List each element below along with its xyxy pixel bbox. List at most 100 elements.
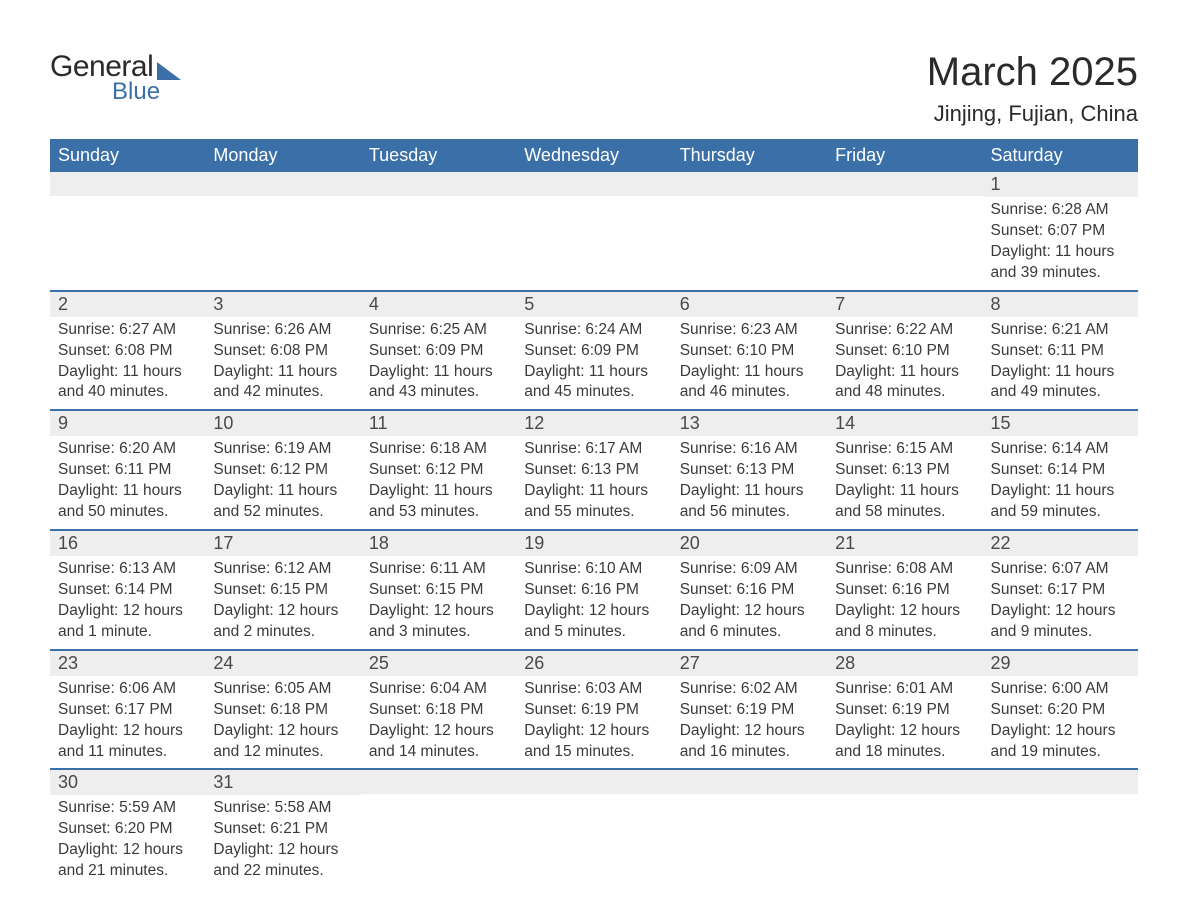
calendar-day-cell [361,769,516,888]
calendar-day-cell: 1Sunrise: 6:28 AMSunset: 6:07 PMDaylight… [983,172,1138,291]
sunrise-text: Sunrise: 6:02 AM [680,679,819,700]
day-number [516,770,671,794]
day-number: 2 [50,292,205,317]
day-number: 18 [361,531,516,556]
day-body [827,196,982,256]
day-body: Sunrise: 6:18 AMSunset: 6:12 PMDaylight:… [361,436,516,529]
brand-word-2: Blue [112,78,160,106]
calendar-day-cell: 14Sunrise: 6:15 AMSunset: 6:13 PMDayligh… [827,410,982,530]
sunrise-text: Sunrise: 6:03 AM [524,679,663,700]
daylight-text: Daylight: 12 hours and 8 minutes. [835,601,974,643]
day-number: 23 [50,651,205,676]
calendar-day-cell [516,172,671,291]
sunset-text: Sunset: 6:16 PM [835,580,974,601]
weekday-header: Friday [827,139,982,172]
day-number: 22 [983,531,1138,556]
daylight-text: Daylight: 12 hours and 14 minutes. [369,721,508,763]
brand-triangle-icon [157,62,181,80]
calendar-week-row: 1Sunrise: 6:28 AMSunset: 6:07 PMDaylight… [50,172,1138,291]
calendar-day-cell: 25Sunrise: 6:04 AMSunset: 6:18 PMDayligh… [361,650,516,770]
daylight-text: Daylight: 12 hours and 22 minutes. [213,840,352,882]
day-body: Sunrise: 6:22 AMSunset: 6:10 PMDaylight:… [827,317,982,410]
day-body: Sunrise: 6:07 AMSunset: 6:17 PMDaylight:… [983,556,1138,649]
sunrise-text: Sunrise: 5:59 AM [58,798,197,819]
calendar-day-cell: 10Sunrise: 6:19 AMSunset: 6:12 PMDayligh… [205,410,360,530]
day-body [516,794,671,854]
daylight-text: Daylight: 11 hours and 40 minutes. [58,362,197,404]
day-number: 24 [205,651,360,676]
calendar-week-row: 16Sunrise: 6:13 AMSunset: 6:14 PMDayligh… [50,530,1138,650]
day-body [205,196,360,256]
daylight-text: Daylight: 11 hours and 49 minutes. [991,362,1130,404]
calendar-day-cell [827,172,982,291]
day-body: Sunrise: 6:26 AMSunset: 6:08 PMDaylight:… [205,317,360,410]
calendar-table: SundayMondayTuesdayWednesdayThursdayFrid… [50,139,1138,888]
daylight-text: Daylight: 11 hours and 58 minutes. [835,481,974,523]
calendar-day-cell [516,769,671,888]
sunset-text: Sunset: 6:12 PM [213,460,352,481]
day-number [983,770,1138,794]
daylight-text: Daylight: 11 hours and 42 minutes. [213,362,352,404]
daylight-text: Daylight: 11 hours and 43 minutes. [369,362,508,404]
day-body: Sunrise: 5:59 AMSunset: 6:20 PMDaylight:… [50,795,205,888]
day-number: 7 [827,292,982,317]
day-number: 6 [672,292,827,317]
day-number [827,770,982,794]
calendar-day-cell [672,769,827,888]
day-number: 30 [50,770,205,795]
day-number: 28 [827,651,982,676]
daylight-text: Daylight: 11 hours and 52 minutes. [213,481,352,523]
sunrise-text: Sunrise: 6:25 AM [369,320,508,341]
sunrise-text: Sunrise: 6:17 AM [524,439,663,460]
day-number: 26 [516,651,671,676]
calendar-day-cell: 18Sunrise: 6:11 AMSunset: 6:15 PMDayligh… [361,530,516,650]
sunrise-text: Sunrise: 6:00 AM [991,679,1130,700]
calendar-day-cell [205,172,360,291]
sunrise-text: Sunrise: 6:13 AM [58,559,197,580]
day-number: 8 [983,292,1138,317]
sunrise-text: Sunrise: 6:01 AM [835,679,974,700]
calendar-day-cell: 26Sunrise: 6:03 AMSunset: 6:19 PMDayligh… [516,650,671,770]
day-body [672,794,827,854]
day-number [516,172,671,196]
sunset-text: Sunset: 6:08 PM [213,341,352,362]
daylight-text: Daylight: 11 hours and 48 minutes. [835,362,974,404]
day-body: Sunrise: 6:11 AMSunset: 6:15 PMDaylight:… [361,556,516,649]
daylight-text: Daylight: 11 hours and 45 minutes. [524,362,663,404]
sunset-text: Sunset: 6:10 PM [680,341,819,362]
weekday-header: Thursday [672,139,827,172]
day-body: Sunrise: 6:10 AMSunset: 6:16 PMDaylight:… [516,556,671,649]
calendar-day-cell: 27Sunrise: 6:02 AMSunset: 6:19 PMDayligh… [672,650,827,770]
sunrise-text: Sunrise: 6:20 AM [58,439,197,460]
daylight-text: Daylight: 12 hours and 2 minutes. [213,601,352,643]
day-body: Sunrise: 6:02 AMSunset: 6:19 PMDaylight:… [672,676,827,769]
day-body [516,196,671,256]
calendar-day-cell: 8Sunrise: 6:21 AMSunset: 6:11 PMDaylight… [983,291,1138,411]
day-body: Sunrise: 6:28 AMSunset: 6:07 PMDaylight:… [983,197,1138,290]
sunrise-text: Sunrise: 6:04 AM [369,679,508,700]
daylight-text: Daylight: 12 hours and 16 minutes. [680,721,819,763]
day-number: 9 [50,411,205,436]
day-body: Sunrise: 6:16 AMSunset: 6:13 PMDaylight:… [672,436,827,529]
day-number: 31 [205,770,360,795]
calendar-day-cell: 4Sunrise: 6:25 AMSunset: 6:09 PMDaylight… [361,291,516,411]
weekday-header: Monday [205,139,360,172]
day-number [361,172,516,196]
calendar-day-cell: 28Sunrise: 6:01 AMSunset: 6:19 PMDayligh… [827,650,982,770]
day-number: 12 [516,411,671,436]
sunrise-text: Sunrise: 6:12 AM [213,559,352,580]
day-body: Sunrise: 6:19 AMSunset: 6:12 PMDaylight:… [205,436,360,529]
day-body: Sunrise: 6:12 AMSunset: 6:15 PMDaylight:… [205,556,360,649]
day-number: 14 [827,411,982,436]
day-number: 5 [516,292,671,317]
sunrise-text: Sunrise: 6:24 AM [524,320,663,341]
calendar-day-cell [672,172,827,291]
day-body: Sunrise: 6:08 AMSunset: 6:16 PMDaylight:… [827,556,982,649]
calendar-day-cell [983,769,1138,888]
day-number [672,172,827,196]
sunset-text: Sunset: 6:17 PM [58,700,197,721]
daylight-text: Daylight: 12 hours and 19 minutes. [991,721,1130,763]
calendar-day-cell: 23Sunrise: 6:06 AMSunset: 6:17 PMDayligh… [50,650,205,770]
calendar-day-cell: 5Sunrise: 6:24 AMSunset: 6:09 PMDaylight… [516,291,671,411]
day-body [50,196,205,256]
